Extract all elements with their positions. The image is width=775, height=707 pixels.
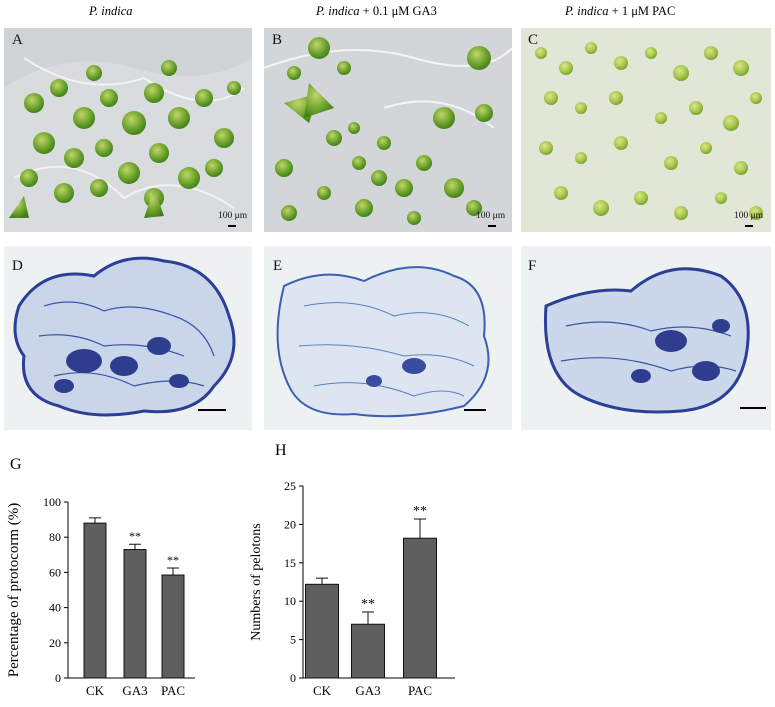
significance-mark-pac: ** <box>413 504 427 519</box>
significance-mark-pac: ** <box>167 553 179 567</box>
significance-mark-ga3: ** <box>361 597 375 612</box>
bar-ga3 <box>351 623 385 679</box>
scale-bar-a <box>228 225 236 227</box>
bar-pac <box>403 537 437 679</box>
y-tick-label: 5 <box>290 633 296 647</box>
panel-label-f: F <box>528 258 537 274</box>
y-tick-label: 0 <box>55 671 61 685</box>
panel-label-b: B <box>272 32 283 48</box>
x-tick-label-pac: PAC <box>408 683 432 698</box>
scale-bar-c <box>745 225 753 227</box>
y-tick-label: 25 <box>284 479 296 493</box>
y-tick-label: 40 <box>49 601 61 615</box>
chart-label-g: G <box>10 456 22 473</box>
panel-label-d: D <box>12 258 23 274</box>
y-tick-label: 100 <box>43 495 61 509</box>
protocorm-section-pac <box>521 246 771 430</box>
y-tick-label: 60 <box>49 565 61 579</box>
protocorm-photo-ga3 <box>264 28 512 232</box>
scale-bar-label-b: 100 μm <box>476 211 506 221</box>
scale-bar-b <box>488 225 496 227</box>
scale-bar-label-a: 100 μm <box>218 211 248 221</box>
protocorm-percentage-chart: 0 20 40 60 80 100 Percentage of protocorm (%) C… <box>6 495 195 698</box>
x-tick-label-ck: CK <box>86 683 105 698</box>
y-tick-label: 0 <box>290 671 296 685</box>
protocorm-photo-ck <box>4 28 252 232</box>
panel-label-e: E <box>273 258 283 274</box>
bar-ck <box>83 522 107 679</box>
x-tick-label-pac: PAC <box>161 683 185 698</box>
scale-bar-e <box>464 409 486 411</box>
panel-label-c: C <box>528 32 539 48</box>
y-tick-label: 80 <box>49 530 61 544</box>
protocorm-section-ck <box>4 246 252 430</box>
x-tick-label-ga3: GA3 <box>355 683 380 698</box>
peloton-count-chart: 0 5 10 15 20 25 Numbers of pelotons CK ** GA3 ** PA… <box>249 479 455 698</box>
x-tick-label-ck: CK <box>313 683 332 698</box>
protocorm-section-ga3 <box>264 246 512 430</box>
y-tick-label: 10 <box>284 594 296 608</box>
y-axis-title: Numbers of pelotons <box>249 523 264 640</box>
column-title-pac: P. indica + 1 μM PAC <box>565 4 676 18</box>
y-tick-label: 20 <box>49 636 61 650</box>
scale-bar-d <box>198 409 226 411</box>
bar-pac <box>161 574 185 679</box>
chart-label-h: H <box>275 442 287 459</box>
y-axis-title: Percentage of protocorm (%) <box>6 503 22 678</box>
column-title-ck: P. indica <box>89 4 133 18</box>
x-tick-label-ga3: GA3 <box>122 683 147 698</box>
bar-ck <box>305 583 339 679</box>
significance-mark-ga3: ** <box>129 529 141 543</box>
scale-bar-label-c: 100 μm <box>734 211 764 221</box>
bar-ga3 <box>123 549 147 679</box>
protocorm-photo-pac <box>521 28 771 232</box>
column-title-ga3: P. indica + 0.1 μM GA3 <box>316 4 437 18</box>
y-tick-label: 15 <box>284 556 296 570</box>
panel-label-a: A <box>12 32 23 48</box>
scale-bar-f <box>740 407 766 409</box>
y-tick-label: 20 <box>284 517 296 531</box>
